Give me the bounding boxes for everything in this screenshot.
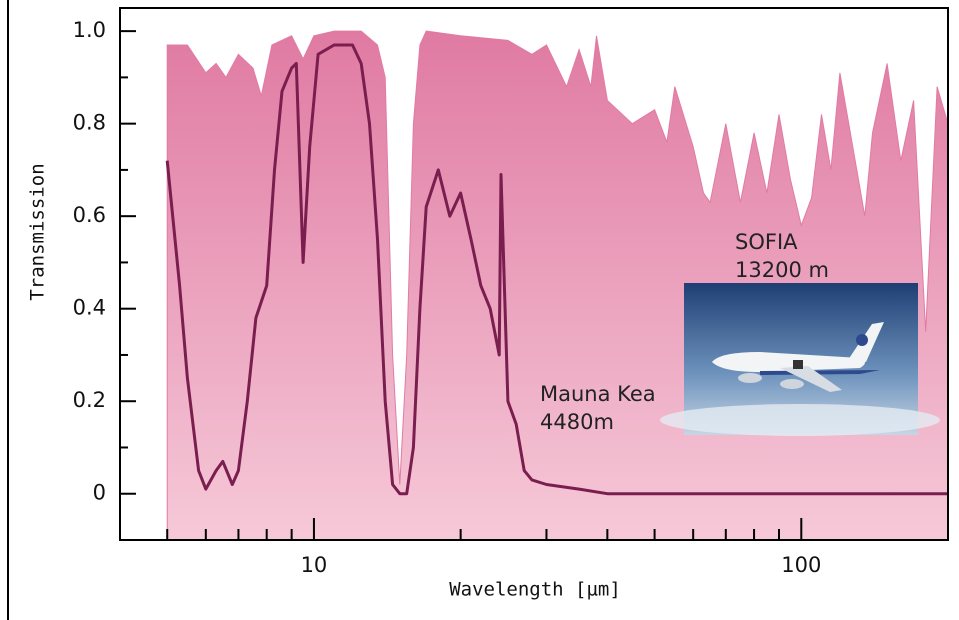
y-tick-label: 0.6: [73, 203, 106, 227]
airplane-photo: [660, 283, 940, 436]
series-label: SOFIA: [735, 230, 798, 254]
y-axis-label: Transmission: [27, 163, 49, 300]
series-altitude: 4480m: [540, 410, 614, 434]
y-tick-label: 0: [93, 481, 106, 505]
series-label: Mauna Kea: [540, 382, 656, 406]
y-tick-label: 0.8: [73, 111, 106, 135]
x-axis-label: Wavelength [µm]: [449, 579, 621, 601]
y-tick-label: 0.4: [73, 296, 106, 320]
series-altitude: 13200 m: [735, 258, 829, 282]
y-tick-label: 0.2: [73, 388, 106, 412]
y-tick-label: 1.0: [73, 18, 106, 42]
x-tick-label: 10: [301, 553, 328, 577]
x-tick-label: 100: [781, 553, 821, 577]
plot-frame: [119, 7, 949, 541]
line: [165, 43, 948, 496]
